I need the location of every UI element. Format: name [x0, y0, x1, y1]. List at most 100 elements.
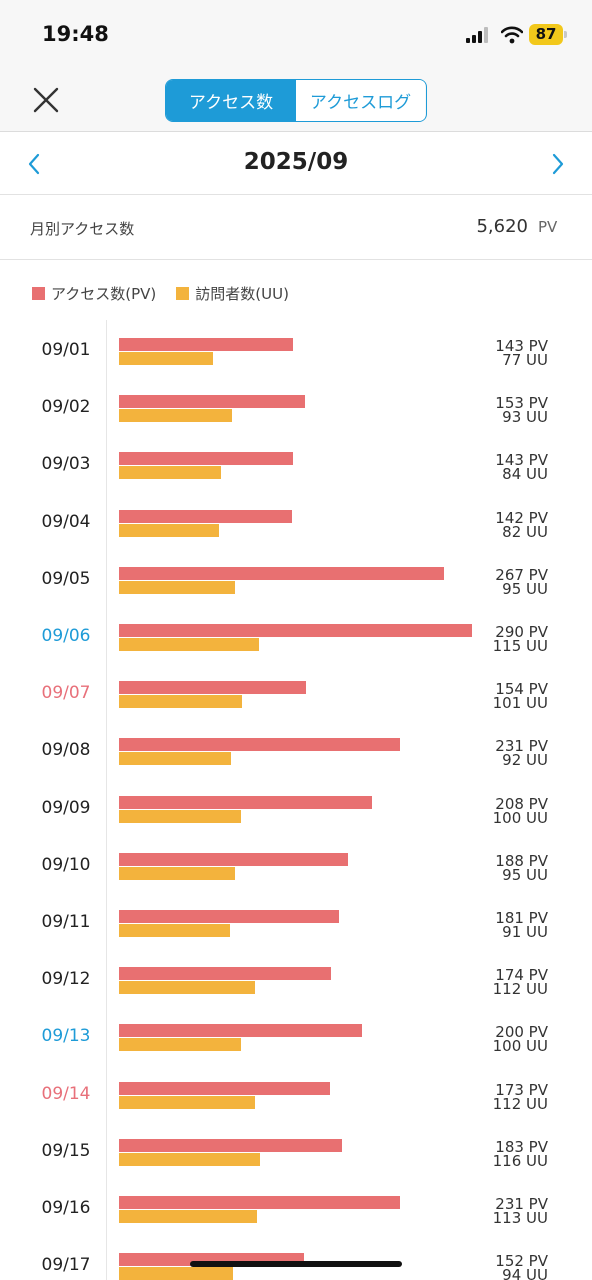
pv-bar	[119, 509, 292, 523]
legend-item-pv: アクセス数(PV)	[32, 283, 156, 304]
pv-value-label: 143 PV	[495, 451, 548, 470]
uu-value-label: 82 UU	[502, 522, 548, 541]
chevron-left-icon[interactable]	[24, 151, 44, 177]
date-label: 09/03	[41, 454, 91, 475]
pv-bar	[119, 566, 444, 580]
pv-value-label: 153 PV	[495, 394, 548, 413]
pv-bar	[119, 395, 306, 409]
date-label: 09/06	[41, 626, 91, 646]
uu-bar	[119, 866, 235, 880]
chart-row: 09/11 181 PV 91 UU	[0, 892, 592, 949]
pv-bar	[119, 967, 331, 981]
date-label: 09/14	[41, 1083, 91, 1104]
date-label: 09/16	[41, 1198, 91, 1218]
pv-value-label: 231 PV	[495, 737, 548, 756]
uu-bar	[119, 352, 213, 365]
pv-bar	[119, 852, 348, 866]
battery-tip	[564, 31, 567, 38]
pv-value-label: 183 PV	[495, 1137, 548, 1156]
uu-bar	[119, 1038, 241, 1052]
uu-bar	[119, 924, 230, 937]
pv-value-label: 208 PV	[495, 794, 548, 813]
status-bar: 19:48 87	[0, 0, 592, 70]
close-icon[interactable]	[30, 84, 62, 116]
cellular-signal-icon	[466, 27, 488, 43]
pv-value-label: 231 PV	[495, 1195, 548, 1213]
uu-value-label: 112 UU	[492, 980, 548, 999]
date-label: 09/11	[41, 912, 91, 932]
uu-value-label: 100 UU	[492, 808, 548, 827]
uu-bar	[119, 752, 231, 766]
monthly-value: 5,620	[476, 216, 528, 237]
pv-bar	[119, 1196, 401, 1209]
chart-row: 09/08 231 PV 92 UU	[0, 720, 592, 777]
uu-value-label: 95 UU	[502, 579, 548, 598]
uu-bar	[119, 1152, 261, 1166]
date-label: 09/10	[41, 854, 91, 875]
pv-value-label: 188 PV	[495, 851, 548, 870]
pv-value-label: 174 PV	[495, 966, 548, 985]
monthly-unit: PV	[538, 218, 558, 236]
chart-axis-line	[106, 320, 107, 1280]
chart-row: 09/13 200 PV 100 UU	[0, 1006, 592, 1063]
uu-value-label: 116 UU	[492, 1151, 548, 1170]
pv-bar	[119, 910, 340, 923]
month-navigator: 2025/09	[0, 133, 592, 195]
uu-bar	[119, 580, 235, 594]
nav-bar: アクセス数 アクセスログ	[0, 70, 592, 132]
uu-value-label: 94 UU	[502, 1266, 548, 1280]
chart-row: 09/03 143 PV 84 UU	[0, 434, 592, 491]
uu-value-label: 92 UU	[502, 751, 548, 770]
pv-bar	[119, 681, 307, 695]
chart-row: 09/05 267 PV 95 UU	[0, 549, 592, 606]
chart-row: 09/17 152 PV 94 UU	[0, 1235, 592, 1280]
tab-access-count[interactable]: アクセス数	[166, 80, 296, 121]
uu-value-label: 77 UU	[502, 351, 548, 369]
pv-bar	[119, 738, 401, 752]
date-label: 09/15	[41, 1140, 91, 1161]
uu-bar	[119, 809, 241, 823]
date-label: 09/08	[41, 740, 91, 761]
uu-value-label: 115 UU	[492, 637, 548, 655]
date-label: 09/17	[41, 1255, 91, 1276]
chart-legend: アクセス数(PV) 訪問者数(UU)	[32, 282, 309, 304]
uu-value-label: 84 UU	[502, 465, 548, 484]
uu-value-label: 93 UU	[502, 408, 548, 427]
chart-row: 09/02 153 PV 93 UU	[0, 377, 592, 434]
chart-row: 09/06 290 PV 115 UU	[0, 606, 592, 663]
uu-value-label: 112 UU	[492, 1094, 548, 1113]
date-label: 09/01	[41, 340, 91, 360]
uu-bar	[119, 1095, 256, 1109]
date-label: 09/07	[41, 683, 91, 704]
date-label: 09/02	[41, 397, 91, 418]
date-label: 09/05	[41, 568, 91, 589]
uu-bar	[119, 638, 259, 651]
pv-bar	[119, 1024, 363, 1038]
legend-item-uu: 訪問者数(UU)	[176, 283, 289, 304]
pv-bar	[119, 1081, 330, 1095]
monthly-summary: 月別アクセス数 5,620 PV	[0, 196, 592, 260]
date-label: 09/04	[41, 511, 91, 532]
uu-value-label: 91 UU	[502, 923, 548, 941]
monthly-label: 月別アクセス数	[30, 220, 135, 238]
chart-row: 09/12 174 PV 112 UU	[0, 949, 592, 1006]
pv-value-label: 143 PV	[495, 337, 548, 355]
chevron-right-icon[interactable]	[548, 151, 568, 177]
legend-swatch-pv	[32, 286, 45, 300]
wifi-icon	[501, 26, 523, 44]
uu-bar	[119, 409, 233, 423]
uu-bar	[119, 981, 256, 995]
view-segment-control: アクセス数 アクセスログ	[165, 79, 427, 122]
home-indicator	[190, 1261, 402, 1267]
pv-bar	[119, 1138, 342, 1152]
pv-value-label: 267 PV	[495, 565, 548, 584]
chart-row: 09/01 143 PV 77 UU	[0, 320, 592, 377]
uu-bar	[119, 1267, 234, 1280]
uu-value-label: 100 UU	[492, 1037, 548, 1056]
uu-bar	[119, 1210, 257, 1223]
pv-value-label: 290 PV	[495, 623, 548, 641]
chart-row: 09/10 188 PV 95 UU	[0, 835, 592, 892]
chart-row: 09/16 231 PV 113 UU	[0, 1178, 592, 1235]
tab-access-log[interactable]: アクセスログ	[296, 80, 425, 121]
pv-value-label: 142 PV	[495, 508, 548, 527]
